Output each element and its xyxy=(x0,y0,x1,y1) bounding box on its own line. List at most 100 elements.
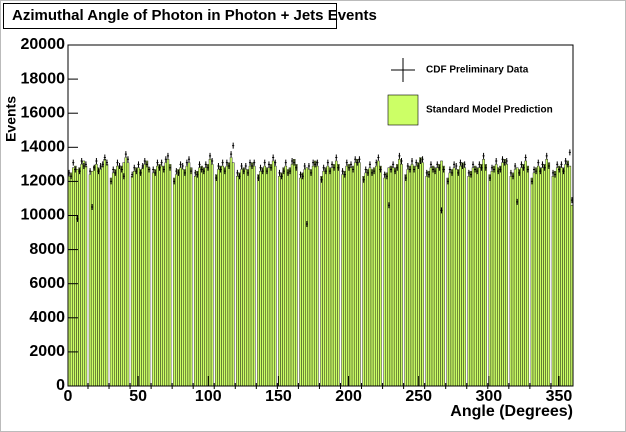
bar xyxy=(452,167,456,387)
data-point xyxy=(253,159,256,166)
data-point xyxy=(537,159,540,166)
bar xyxy=(278,176,281,387)
bar xyxy=(558,165,561,387)
bar xyxy=(429,167,433,387)
bar xyxy=(114,169,117,387)
bar xyxy=(372,167,376,387)
data-point xyxy=(160,159,163,166)
bar xyxy=(84,165,88,387)
bar xyxy=(356,159,359,387)
x-tick-label: 50 xyxy=(129,388,147,405)
bar xyxy=(459,165,462,387)
data-point xyxy=(272,154,275,161)
data-point xyxy=(383,171,386,178)
bar xyxy=(488,174,492,387)
data-point xyxy=(385,173,388,180)
data-point xyxy=(175,168,178,175)
bar xyxy=(74,165,77,387)
bar xyxy=(457,169,460,387)
data-point xyxy=(156,159,159,166)
x-axis-title: Angle (Degrees) xyxy=(450,403,573,420)
data-point xyxy=(463,161,466,168)
bar xyxy=(244,169,248,387)
data-point xyxy=(514,163,517,170)
data-point xyxy=(535,168,538,175)
data-point xyxy=(497,168,500,175)
bar xyxy=(353,162,357,387)
data-point xyxy=(284,159,287,166)
legend-label: Standard Model Prediction xyxy=(426,105,553,116)
bar xyxy=(198,167,201,387)
bar xyxy=(109,177,113,387)
bar xyxy=(322,170,325,387)
bar xyxy=(313,160,317,387)
bar xyxy=(478,167,481,387)
bar xyxy=(135,167,138,387)
bar xyxy=(271,160,275,387)
bar xyxy=(341,174,344,387)
bar xyxy=(518,169,521,387)
data-point xyxy=(320,176,323,183)
data-point xyxy=(211,157,214,164)
data-point xyxy=(143,157,146,164)
bar xyxy=(511,172,515,387)
bar xyxy=(553,170,557,387)
bar xyxy=(160,165,163,387)
data-point xyxy=(270,164,273,171)
bar xyxy=(154,169,157,387)
bar xyxy=(343,170,346,387)
data-point xyxy=(415,159,418,166)
bar xyxy=(520,167,523,387)
data-point xyxy=(259,164,262,171)
data-point xyxy=(185,159,188,166)
data-point xyxy=(164,156,167,163)
bar xyxy=(265,167,269,387)
bar xyxy=(393,167,397,387)
data-point xyxy=(120,166,123,173)
y-axis-title: Events xyxy=(3,96,19,142)
bar xyxy=(503,159,506,387)
data-point xyxy=(76,215,79,222)
data-point xyxy=(169,164,172,171)
bar xyxy=(539,167,542,387)
bar xyxy=(324,167,328,387)
bar xyxy=(524,160,527,387)
bar xyxy=(105,164,109,387)
data-point xyxy=(425,169,428,176)
bar xyxy=(530,177,534,387)
bar xyxy=(177,169,180,387)
data-point xyxy=(267,161,270,168)
data-point xyxy=(246,169,249,176)
bar xyxy=(248,165,252,387)
bar xyxy=(568,165,572,387)
data-point xyxy=(190,168,193,175)
data-point xyxy=(295,164,298,171)
data-point xyxy=(417,163,420,170)
data-point xyxy=(305,221,308,228)
bar xyxy=(95,164,98,387)
bar xyxy=(501,162,504,387)
bar xyxy=(93,165,96,387)
data-point xyxy=(232,142,235,149)
bar xyxy=(263,165,266,387)
data-point xyxy=(124,151,127,158)
data-point xyxy=(469,171,472,178)
bar xyxy=(305,167,309,387)
bar xyxy=(189,167,193,387)
data-point xyxy=(103,154,106,161)
data-point xyxy=(147,166,151,173)
data-point xyxy=(196,171,199,178)
data-point xyxy=(133,164,136,171)
data-point xyxy=(204,161,207,168)
bar xyxy=(236,176,239,387)
data-point xyxy=(99,163,102,170)
bar xyxy=(143,164,147,387)
data-point xyxy=(122,173,125,180)
bar xyxy=(332,164,336,387)
data-point xyxy=(459,159,462,166)
bar xyxy=(505,164,508,387)
bar xyxy=(257,174,260,387)
data-point xyxy=(131,171,134,178)
bar xyxy=(141,167,144,387)
bar xyxy=(431,165,435,387)
